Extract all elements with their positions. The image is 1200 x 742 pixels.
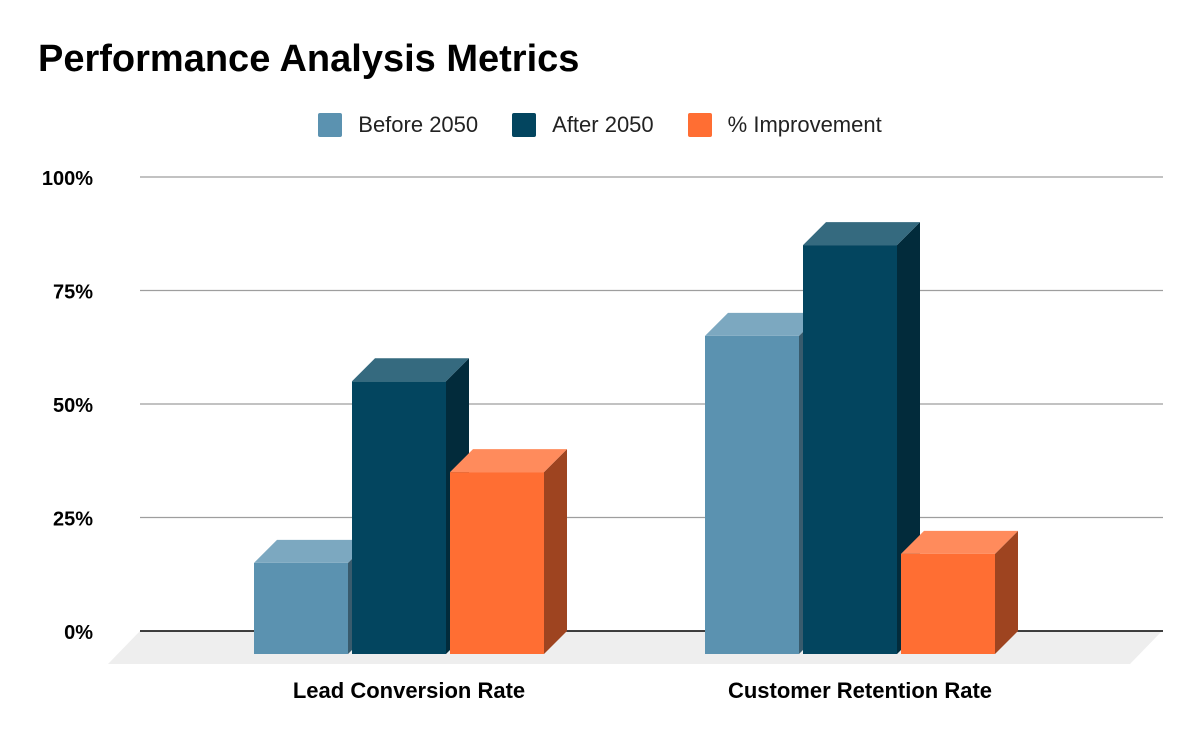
legend-item-improvement[interactable]: % Improvement bbox=[687, 112, 882, 138]
legend-swatch-before-2050 bbox=[318, 113, 343, 137]
chart-title: Performance Analysis Metrics bbox=[38, 38, 580, 80]
y-tick-label: 100% bbox=[42, 168, 93, 190]
legend-swatch-after-2050 bbox=[512, 113, 537, 137]
bar-top-face bbox=[901, 530, 1018, 554]
bar-front-face bbox=[901, 553, 995, 654]
legend-label-before-2050: Before 2050 bbox=[358, 112, 479, 137]
bar-side-face bbox=[544, 449, 567, 654]
bar[interactable] bbox=[705, 312, 822, 654]
y-tick-label: 50% bbox=[53, 395, 93, 417]
x-axis-categories: Lead Conversion Rate Customer Retention R… bbox=[293, 678, 992, 703]
x-category-label: Customer Retention Rate bbox=[728, 678, 992, 703]
bar-top-face bbox=[352, 358, 469, 382]
x-category-label: Lead Conversion Rate bbox=[293, 678, 525, 703]
bar-front-face bbox=[352, 381, 446, 654]
bar-front-face bbox=[254, 562, 348, 654]
bar-side-face bbox=[995, 530, 1018, 654]
bar-top-face bbox=[450, 449, 567, 473]
legend-item-before-2050[interactable]: Before 2050 bbox=[318, 112, 478, 138]
legend: Before 2050 After 2050 % Improvement bbox=[0, 112, 1200, 138]
bar[interactable] bbox=[352, 358, 469, 654]
bar[interactable] bbox=[450, 449, 567, 654]
bar-front-face bbox=[450, 472, 544, 654]
bar[interactable] bbox=[803, 222, 920, 654]
legend-swatch-improvement bbox=[687, 113, 712, 137]
bar-top-face bbox=[254, 539, 371, 563]
bar-front-face bbox=[705, 335, 799, 654]
bar-top-face bbox=[705, 312, 822, 336]
bar-top-face bbox=[803, 222, 920, 246]
bar-front-face bbox=[803, 245, 897, 654]
bars-layer bbox=[254, 222, 1018, 654]
legend-label-improvement: % Improvement bbox=[727, 112, 882, 137]
y-tick-label: 0% bbox=[64, 622, 93, 644]
y-tick-label: 75% bbox=[53, 282, 93, 304]
legend-label-after-2050: After 2050 bbox=[552, 112, 654, 137]
legend-item-after-2050[interactable]: After 2050 bbox=[512, 112, 654, 138]
y-axis-ticks: 0% 25% 50% 75% 100% bbox=[42, 168, 93, 644]
bar[interactable] bbox=[901, 530, 1018, 654]
y-tick-label: 25% bbox=[53, 509, 93, 531]
